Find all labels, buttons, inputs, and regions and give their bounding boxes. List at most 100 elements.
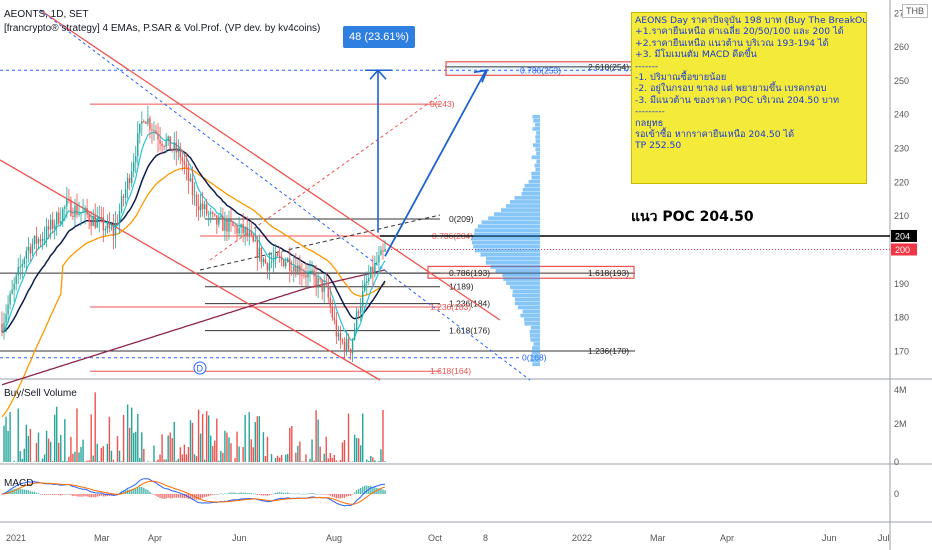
candle-body <box>254 240 257 242</box>
macd-hist-bar <box>278 492 281 494</box>
note-line: รอเข้าซื้อ หากราคายืนเหนือ 204.50 ได้ <box>635 129 795 141</box>
macd-hist-bar <box>66 493 68 495</box>
macd-hist-bar <box>41 494 44 495</box>
candle-body <box>161 143 163 146</box>
macd-hist-bar <box>242 492 244 494</box>
fib-level-label: 1.236(183) <box>430 302 471 312</box>
candle-body <box>274 253 277 260</box>
volume-bar <box>177 458 180 462</box>
candle-body <box>126 177 129 190</box>
candle-body <box>337 333 340 337</box>
candle-body <box>11 289 13 294</box>
profile-bar <box>524 183 540 188</box>
macd-hist-bar <box>187 494 190 499</box>
volume-bar <box>165 459 167 462</box>
volume-bar <box>256 416 259 462</box>
macd-hist-bar <box>303 493 305 495</box>
volume-bar <box>230 443 232 462</box>
candle-body <box>29 246 32 254</box>
profile-bar <box>535 167 540 172</box>
trend-dashed-blue <box>39 9 531 381</box>
volume-bar <box>76 408 78 462</box>
volume-bar <box>289 427 291 462</box>
macd-hist-bar <box>149 491 151 494</box>
volume-bar <box>333 454 336 462</box>
volume-bar <box>378 461 380 462</box>
profile-bar <box>531 171 540 176</box>
macd-hist-bar <box>80 494 82 497</box>
macd-hist-bar <box>94 494 96 498</box>
candle-body <box>27 246 30 251</box>
macd-hist-bar <box>49 494 52 495</box>
price-tick-label: 270 <box>894 8 909 18</box>
macd-hist-bar <box>203 494 206 497</box>
candle-body <box>39 239 42 242</box>
volume-bar <box>274 457 277 462</box>
volume-bar <box>126 404 129 462</box>
profile-bar <box>509 285 540 289</box>
volume-bar <box>301 461 303 462</box>
volume-bar <box>317 419 319 462</box>
macd-hist-bar <box>106 494 109 496</box>
volume-tick-label: 0 <box>894 457 899 467</box>
macd-hist-bar <box>197 494 200 500</box>
time-tick-label: Mar <box>650 533 666 543</box>
macd-hist-bar <box>199 494 202 499</box>
macd-hist-bar <box>254 493 257 495</box>
candle-body <box>207 213 210 215</box>
volume-profile <box>471 114 540 367</box>
volume-bar <box>197 409 200 462</box>
macd-hist-bar <box>207 494 210 497</box>
macd-hist-bar <box>165 494 167 499</box>
macd-hist-bar <box>232 492 234 494</box>
measure-label: 48 (23.61%) 48 <box>343 26 415 65</box>
volume-bar <box>25 424 28 462</box>
volume-bar <box>173 421 175 462</box>
candle-body <box>80 212 82 214</box>
candle-body <box>252 234 254 242</box>
profile-bar <box>530 325 540 330</box>
macd-hist-bar <box>183 494 186 499</box>
note-line: +2.ราคายืนเหนือ แนวต้าน บริเวณ 193-194 ไ… <box>635 37 829 49</box>
candle-body <box>303 274 305 276</box>
macd-hist-bar <box>280 492 283 494</box>
volume-bar <box>110 450 113 462</box>
poc-label: แนว POC 204.50 <box>631 209 754 225</box>
volume-bar <box>201 413 204 462</box>
price-tick-label: 210 <box>894 211 909 221</box>
candle-body <box>210 212 212 214</box>
candle-body <box>88 214 90 222</box>
profile-bar <box>471 236 540 241</box>
volume-bar <box>287 453 289 462</box>
candle-body <box>315 276 317 288</box>
candle-body <box>116 223 119 225</box>
volume-bar <box>299 441 301 462</box>
profile-bar <box>522 187 540 192</box>
volume-bar <box>341 442 344 462</box>
macd-hist-bar <box>47 494 50 495</box>
candle-body <box>376 262 378 264</box>
profile-bar <box>529 329 540 334</box>
candle-body <box>244 227 246 234</box>
volume-bar <box>331 457 334 462</box>
analysis-note[interactable]: AEONS Day ราคาปัจจุบัน 198 บาท (Buy The … <box>631 12 867 184</box>
candle-body <box>341 340 344 342</box>
candle-body <box>118 211 121 224</box>
volume-bar <box>139 457 141 462</box>
volume-bar <box>130 407 133 462</box>
candle-body <box>359 306 362 314</box>
macd-hist-bar <box>19 488 21 494</box>
macd-hist-bar <box>329 494 331 496</box>
volume-bar <box>108 416 111 462</box>
macd-hist-bar <box>120 491 123 494</box>
candle-body <box>278 255 281 257</box>
macd-hist-bar <box>264 494 267 496</box>
volume-bar <box>339 460 342 462</box>
price-tick-label: 260 <box>894 42 909 52</box>
volume-bar <box>179 447 182 462</box>
macd-hist-bar <box>1 494 3 495</box>
volume-bar <box>161 434 163 462</box>
macd-hist-bar <box>43 494 46 495</box>
currency-badge[interactable]: THB <box>902 4 928 18</box>
candle-body <box>165 140 167 147</box>
